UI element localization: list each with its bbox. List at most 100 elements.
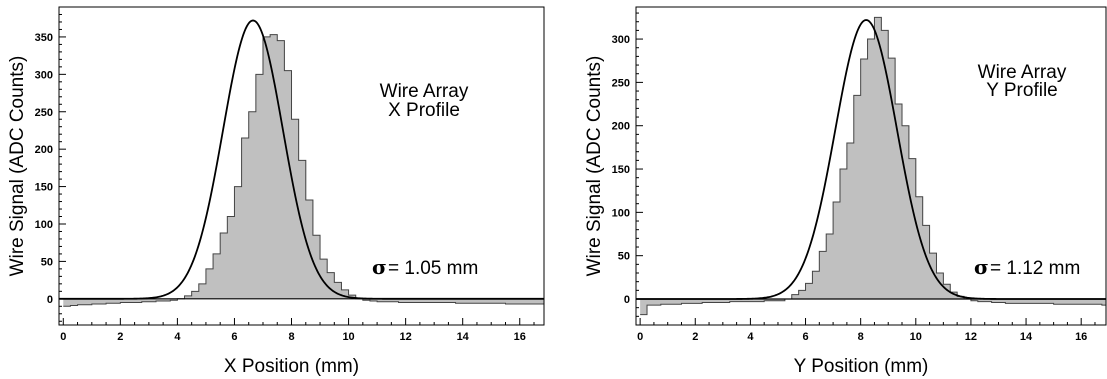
x-histogram-bar xyxy=(419,298,428,303)
x-histogram-bar xyxy=(220,232,228,299)
y-histogram-bar xyxy=(653,299,662,306)
y-histogram-bar xyxy=(674,299,682,305)
x-histogram-bar xyxy=(270,34,278,299)
x-histogram-bar xyxy=(384,298,392,302)
y-histogram-bar xyxy=(1019,299,1027,304)
x-x-tick-label: 8 xyxy=(288,331,294,343)
y-histogram-bar xyxy=(908,158,917,300)
x-histogram-bar xyxy=(334,282,342,299)
x-histogram-bar xyxy=(98,298,107,305)
x-histogram-bar xyxy=(320,259,328,299)
x-histogram-bar xyxy=(519,298,528,305)
y-histogram-bar xyxy=(688,299,696,304)
y-histogram-bar xyxy=(812,271,820,300)
x-y-tick-label: 100 xyxy=(35,219,53,231)
x-histogram-bar xyxy=(234,186,242,299)
x-x-tick-label: 12 xyxy=(400,331,412,343)
x-histogram-bar xyxy=(455,298,464,304)
x-histogram-bar xyxy=(120,298,128,303)
y-x-tick-label: 8 xyxy=(858,331,864,343)
x-histogram-bar xyxy=(448,298,456,303)
y-y-tick-label: 0 xyxy=(624,294,630,306)
y-histogram-bar xyxy=(888,58,896,300)
y-histogram-bar xyxy=(846,143,855,300)
x-histogram-bar xyxy=(205,268,214,299)
x-sigma-symbol: σ xyxy=(372,255,387,279)
y-histogram-bar xyxy=(647,299,655,306)
x-histogram-bar xyxy=(255,74,264,299)
y-x-tick-label: 10 xyxy=(910,331,922,343)
x-profile-chart: 0 2 4 6 8 10 12 14 16 0 50 100 150 200 250 300 350 X Posi… xyxy=(7,6,545,377)
y-histogram-bar xyxy=(1081,299,1089,305)
x-histogram-bar xyxy=(262,36,271,299)
x-y-axis-label: Wire Signal (ADC Counts) xyxy=(7,56,28,277)
y-histogram-bar xyxy=(1026,299,1034,304)
x-histogram-bar xyxy=(134,298,143,303)
y-histogram-bar xyxy=(1060,299,1068,305)
y-histogram-bar xyxy=(860,58,868,300)
y-histogram-bar xyxy=(757,299,765,302)
y-histogram-bar xyxy=(991,299,999,303)
x-histogram-bar xyxy=(70,298,78,306)
x-histogram-bar xyxy=(291,119,300,299)
y-histogram-bar xyxy=(640,299,648,315)
y-histogram-bar xyxy=(950,292,958,300)
x-plot-area xyxy=(59,19,544,307)
y-x-tick-label: 0 xyxy=(637,331,643,343)
y-profile-chart: 0 2 4 6 8 10 12 14 16 0 50 100 150 200 250 300 Y Positio… xyxy=(584,6,1107,377)
x-histogram-bar xyxy=(184,295,193,299)
x-histogram-bar xyxy=(141,298,150,302)
y-histogram-bar xyxy=(970,299,979,301)
x-histogram-bar xyxy=(484,298,492,304)
x-y-tick-label: 0 xyxy=(47,294,53,306)
y-histogram-bar xyxy=(826,234,834,300)
y-histogram-bar xyxy=(722,299,731,303)
y-histogram-bar xyxy=(902,125,910,300)
x-x-axis-label: X Position (mm) xyxy=(224,356,359,377)
x-histogram-bar xyxy=(284,70,292,299)
x-histogram-bar xyxy=(412,298,421,303)
y-histogram-bar xyxy=(1094,299,1103,305)
y-x-tick-label: 4 xyxy=(747,331,754,343)
y-plot-frame xyxy=(635,6,1107,326)
y-histogram-bar xyxy=(839,169,848,300)
x-histogram-bar xyxy=(491,298,499,304)
y-histogram-bar xyxy=(881,30,889,300)
y-histogram-bar xyxy=(853,95,862,300)
x-histogram-bar xyxy=(377,298,385,302)
y-histogram-bar xyxy=(805,283,813,300)
x-histogram-bar xyxy=(84,298,93,305)
y-histogram-bar xyxy=(943,284,951,300)
y-x-tick-label: 6 xyxy=(802,331,808,343)
x-histogram-bar xyxy=(498,298,506,304)
x-histogram-bar xyxy=(512,298,521,305)
x-histogram-bar xyxy=(434,298,442,303)
x-y-tick-label: 250 xyxy=(35,107,53,119)
x-histogram-bar xyxy=(106,298,114,304)
x-histogram-bar xyxy=(127,298,136,303)
x-gaussian-fit-curve xyxy=(59,19,544,300)
x-histogram-bar xyxy=(476,298,485,304)
x-x-tick-label: 6 xyxy=(231,331,237,343)
x-x-tick-label: 10 xyxy=(342,331,354,343)
x-annotation-line-1: Wire Array xyxy=(380,81,469,102)
y-histogram-bar xyxy=(715,299,724,303)
y-y-tick-label: 100 xyxy=(612,207,630,219)
y-histogram-bar xyxy=(681,299,689,304)
x-histogram-bar xyxy=(213,253,221,299)
y-histogram-bar xyxy=(819,251,827,300)
y-histogram-bar xyxy=(1101,299,1106,306)
x-histogram-bar xyxy=(148,298,157,302)
x-histogram-bar xyxy=(241,137,250,299)
x-y-tick-label: 200 xyxy=(35,144,53,156)
y-histogram-bar xyxy=(702,299,710,303)
y-histogram-bar xyxy=(1046,299,1055,304)
y-histogram-bar xyxy=(957,296,965,300)
y-y-tick-label: 250 xyxy=(612,77,630,89)
y-histogram-bar xyxy=(915,196,924,300)
x-histogram-outline xyxy=(63,34,544,307)
y-sigma-value: = 1.12 mm xyxy=(990,258,1080,279)
y-x-tick-label: 16 xyxy=(1075,331,1087,343)
y-histogram-bar xyxy=(660,299,669,305)
